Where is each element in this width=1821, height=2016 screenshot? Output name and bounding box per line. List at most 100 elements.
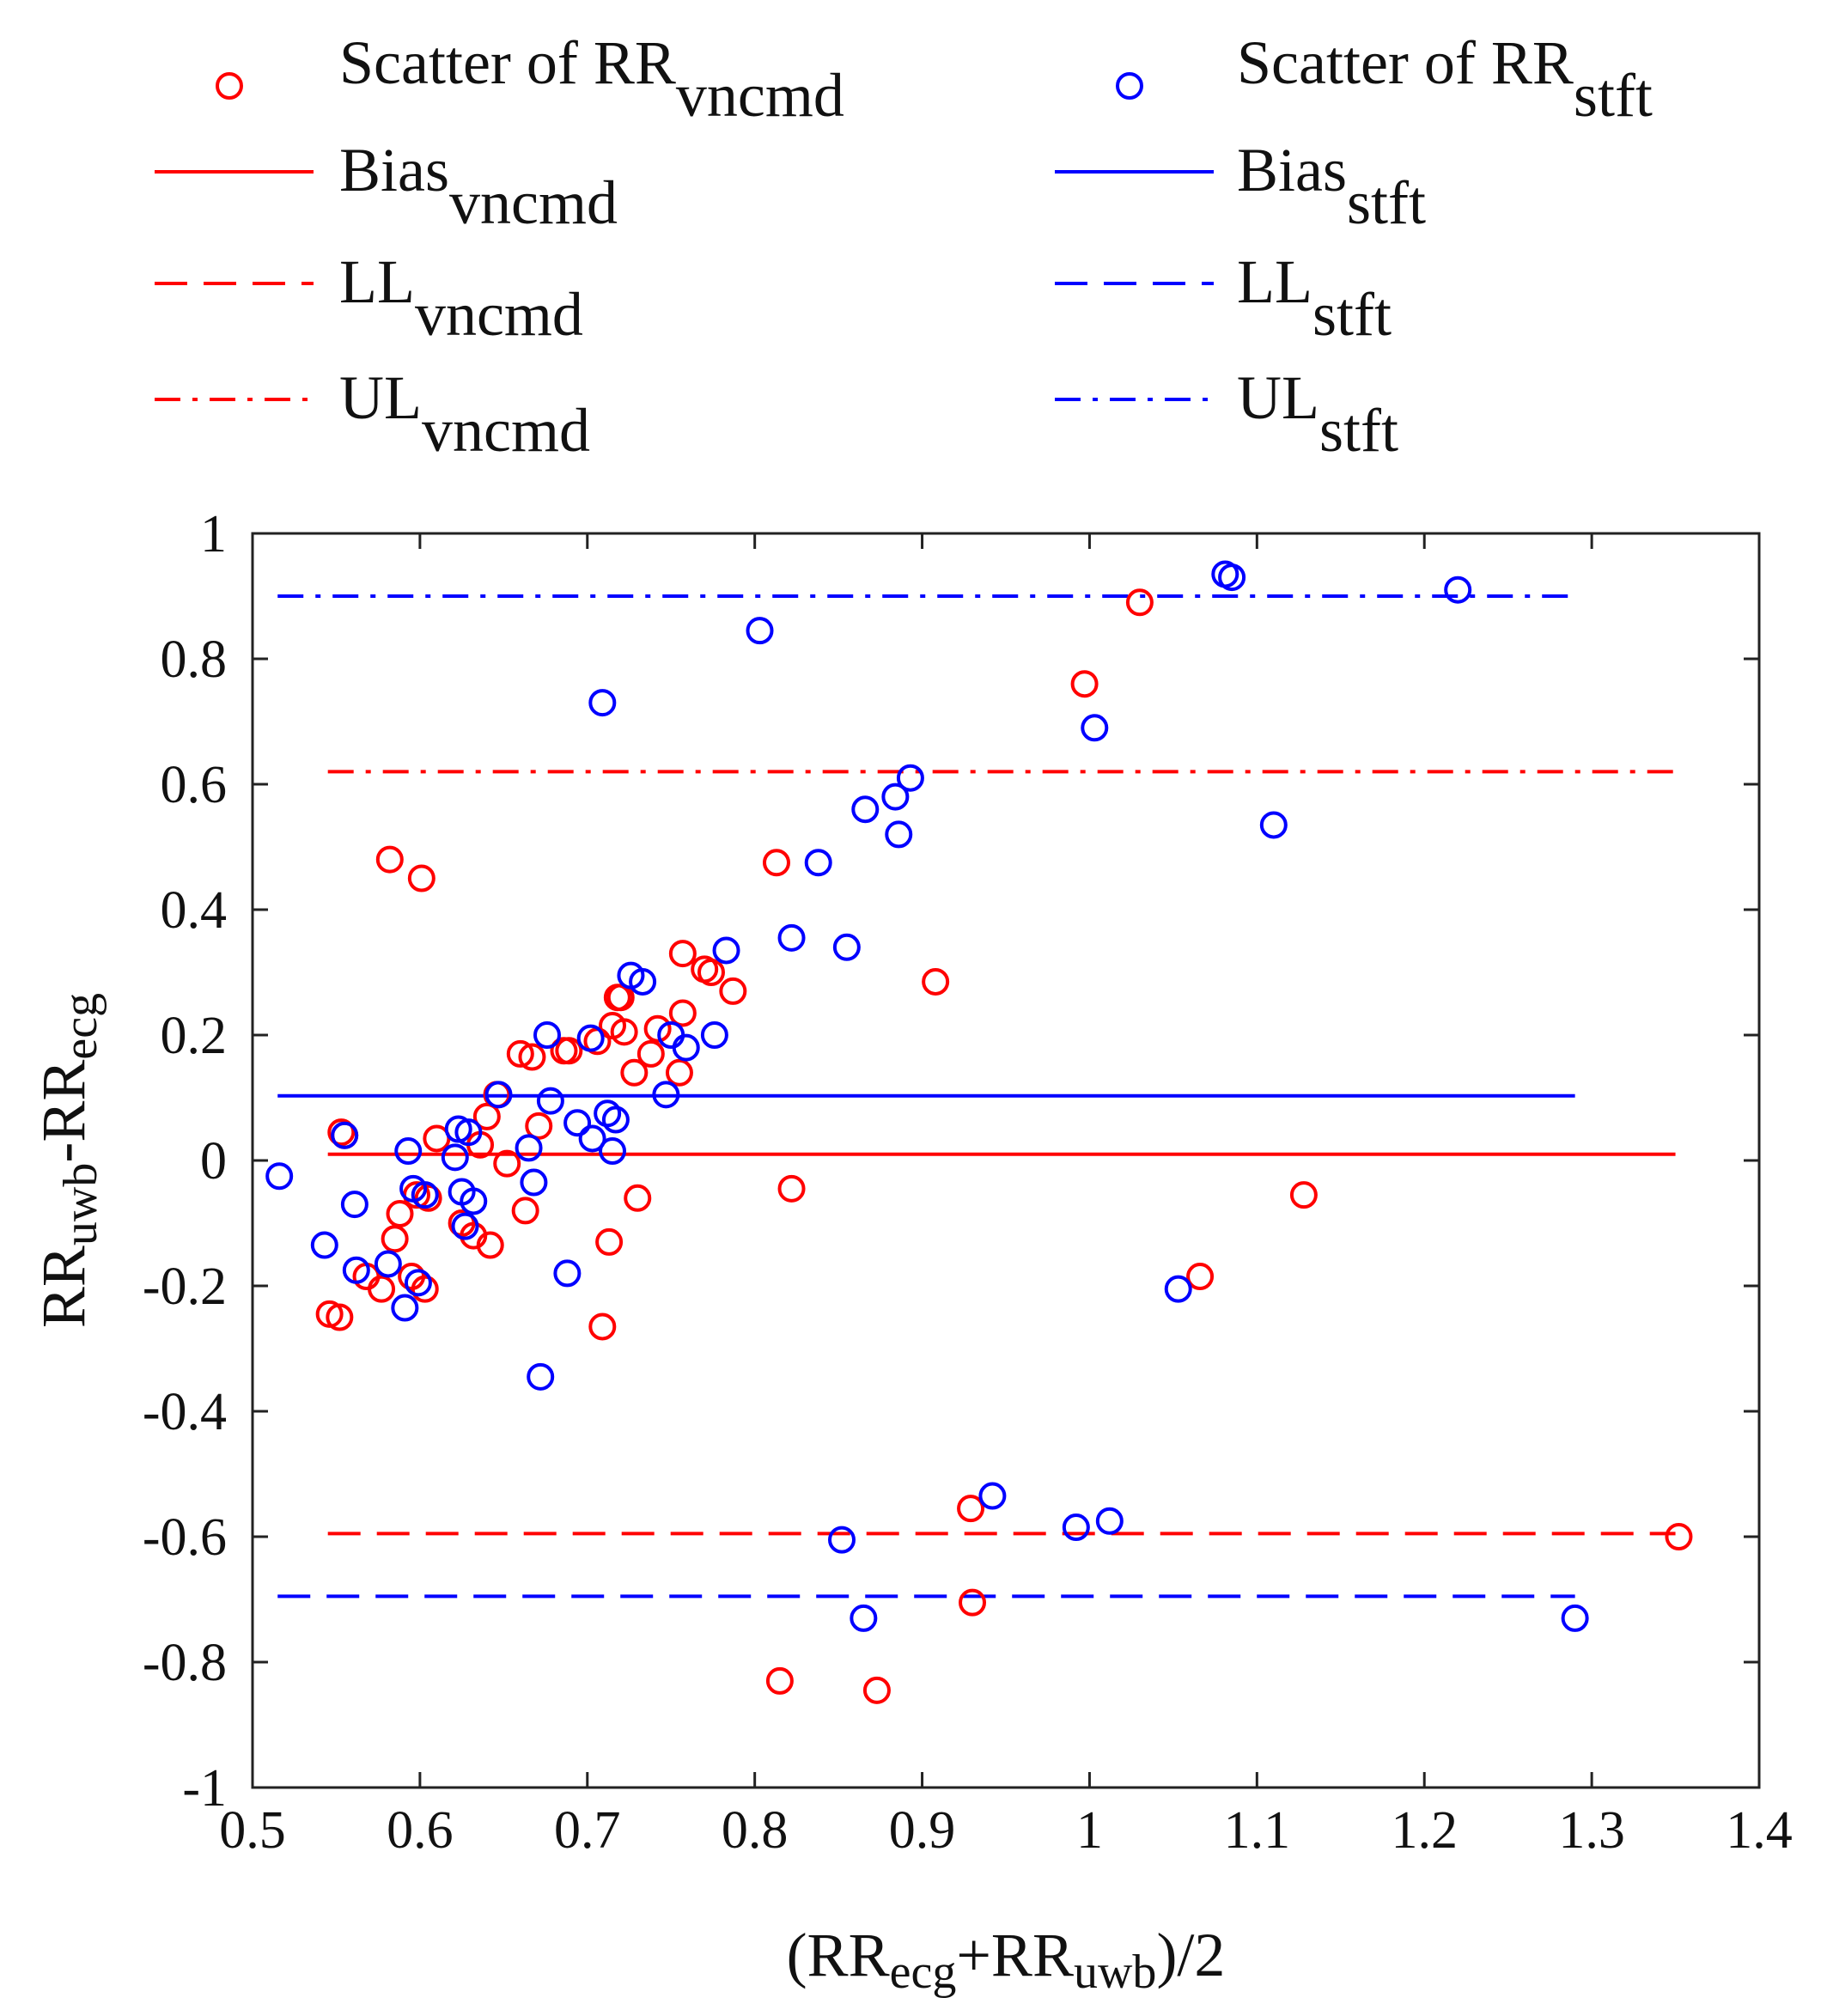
data-point (636, 1039, 665, 1068)
data-point (555, 1037, 583, 1065)
data-point (265, 1162, 294, 1191)
data-point (407, 864, 435, 892)
data-point (515, 1134, 543, 1162)
data-point (342, 1256, 370, 1284)
legend-label-ll-stft: LLstft (1237, 247, 1392, 349)
data-point (881, 783, 910, 811)
y-tick-label: 0.6 (161, 756, 228, 814)
legend-item-bias-stft: Biasstft (1055, 136, 1426, 237)
data-point (441, 1143, 469, 1172)
data-point (763, 849, 791, 877)
y-tick-label: 0.4 (161, 881, 228, 940)
data-point (765, 1666, 794, 1695)
data-point (1095, 1507, 1124, 1535)
y-tick-label: 1 (200, 505, 227, 563)
data-point (601, 1105, 630, 1134)
y-tick-label: 0.8 (161, 630, 228, 689)
axes: 0.5 0.6 0.7 0.8 0.9 1 1.1 1.2 1.3 1.4 -1 -0.8 -0.6 -0… (29, 505, 1793, 1999)
data-point (610, 1018, 638, 1046)
data-point (643, 1014, 672, 1043)
x-tick-label: 1.4 (1726, 1801, 1793, 1860)
data-point (1561, 1604, 1589, 1632)
data-point (606, 984, 635, 1012)
data-point (777, 1174, 806, 1203)
data-point (1070, 670, 1099, 698)
data-point (484, 1081, 513, 1109)
data-point (588, 689, 617, 717)
y-tick-label: -0.4 (143, 1383, 227, 1441)
data-point (511, 1197, 539, 1225)
legend-label-ul-stft: ULstft (1237, 363, 1398, 465)
data-point (832, 933, 861, 961)
data-point (746, 617, 774, 645)
data-point (697, 959, 725, 986)
y-tick-label: 0.2 (161, 1007, 228, 1065)
data-point (1444, 576, 1472, 604)
legend-item-ul-vncmd: ULvncmd (155, 363, 590, 465)
data-point (665, 1058, 693, 1087)
data-point (331, 1121, 359, 1149)
legend-item-scatter-stft: Scatter of RRstft (1116, 28, 1653, 130)
data-point (375, 845, 404, 874)
data-point (700, 1021, 728, 1049)
data-point (668, 999, 697, 1027)
data-point (1259, 811, 1288, 839)
data-point (533, 1021, 562, 1049)
data-point (520, 1168, 548, 1197)
series-stft (265, 560, 1589, 1632)
x-tick-label: 0.5 (219, 1801, 286, 1860)
data-point (404, 1269, 432, 1297)
data-point (1186, 1263, 1215, 1291)
legend-label-ll-vncmd: LLvncmd (339, 247, 583, 349)
legend-marker-scatter-vncmd (216, 72, 243, 100)
legend-marker-scatter-stft (1116, 72, 1143, 100)
data-point (506, 1039, 534, 1068)
data-point (1289, 1181, 1318, 1209)
data-point (828, 1526, 856, 1554)
data-point (1665, 1523, 1693, 1550)
data-point (472, 1102, 501, 1130)
data-point (340, 1191, 368, 1219)
data-point (327, 1118, 356, 1147)
data-point (978, 1482, 1007, 1510)
data-point (851, 795, 880, 824)
data-point (386, 1200, 414, 1228)
data-point (576, 1024, 605, 1052)
legend: Scatter of RRvncmd Scatter of RRstft Biasv… (155, 28, 1653, 465)
legend-label-scatter-vncmd: Scatter of RRvncmd (339, 28, 844, 130)
legend-item-scatter-vncmd: Scatter of RRvncmd (216, 28, 844, 130)
data-point (310, 1231, 338, 1259)
data-point (1218, 563, 1246, 592)
legend-item-ll-stft: LLstft (1055, 247, 1392, 349)
y-tick-label: -1 (182, 1759, 227, 1818)
plot-area (265, 560, 1693, 1704)
data-point (1081, 714, 1109, 742)
x-tick-label: 1.2 (1391, 1801, 1458, 1860)
legend-item-ul-stft: ULstft (1055, 363, 1398, 465)
x-tick-label: 0.6 (387, 1801, 454, 1860)
legend-label-ul-vncmd: ULvncmd (339, 363, 590, 465)
x-tick-label: 1.3 (1558, 1801, 1625, 1860)
data-point (804, 849, 832, 877)
data-point (414, 1184, 442, 1212)
data-point (1125, 588, 1154, 617)
legend-label-bias-vncmd: Biasvncmd (339, 136, 618, 237)
data-point (957, 1495, 985, 1523)
data-point (620, 1058, 649, 1087)
data-point (493, 1149, 521, 1178)
x-axis-label: (RRecg+RRuwb)/2 (787, 1921, 1226, 1999)
legend-label-scatter-stft: Scatter of RRstft (1237, 28, 1653, 130)
data-point (922, 967, 950, 996)
data-point (959, 1588, 987, 1617)
data-point (536, 1087, 564, 1115)
legend-item-ll-vncmd: LLvncmd (155, 247, 583, 349)
data-point (394, 1137, 423, 1166)
y-axis-label: RRuwb-RRecg (29, 993, 107, 1328)
data-point (885, 820, 913, 849)
y-tick-label: -0.8 (143, 1634, 227, 1692)
data-point (368, 1275, 396, 1303)
y-tick-label: 0 (200, 1132, 227, 1191)
data-point (850, 1604, 878, 1632)
